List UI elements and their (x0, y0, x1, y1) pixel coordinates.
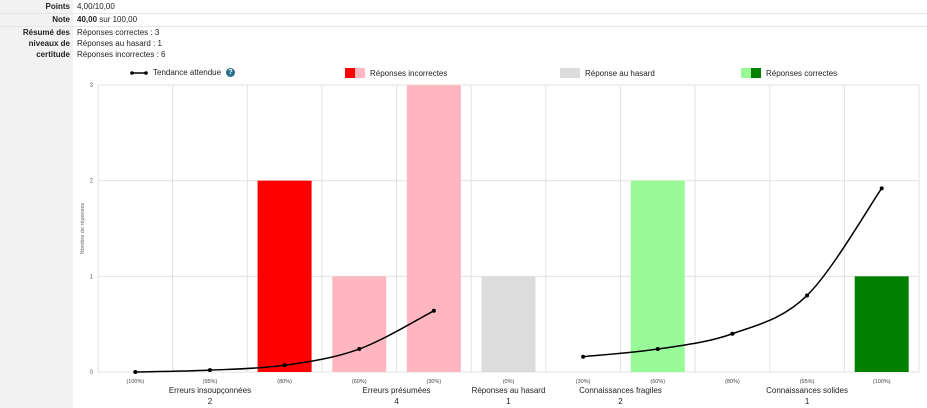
y-tick-label: 0 (90, 370, 94, 376)
legend-random[interactable]: Réponse au hasard (560, 68, 655, 78)
group-label: Réponses au hasard (472, 386, 546, 395)
resume-incorrect: Réponses incorrectes : 6 (77, 50, 166, 59)
group-label: Erreurs présumées (363, 386, 431, 395)
group-label: Connaissances fragiles (579, 386, 662, 395)
y-axis-label: Nombre de réponses (80, 203, 86, 255)
x-tick-label: (0%) (503, 379, 515, 385)
x-tick-label: (60%) (650, 379, 665, 385)
group-count: 4 (394, 397, 399, 406)
points-row: Points 4,00/10,00 (0, 0, 927, 14)
note-value: 40,00 sur 100,00 (77, 15, 137, 24)
legend-trend[interactable]: Tendance attendue ? (130, 68, 236, 77)
group-count: 1 (506, 397, 511, 406)
x-tick-label: (100%) (126, 379, 144, 385)
group-count: 1 (805, 397, 810, 406)
random-swatch-icon (560, 68, 580, 78)
legend-correct[interactable]: Réponses correctes (741, 68, 837, 78)
note-max: sur 100,00 (99, 15, 138, 24)
group-label: Connaissances solides (766, 386, 848, 395)
x-tick-label: (80%) (725, 379, 740, 385)
trend-line (583, 187, 883, 358)
x-tick-label: (95%) (203, 379, 218, 385)
trend-line-icon (130, 70, 148, 75)
points-label: Points (45, 2, 70, 11)
x-tick-label: (30%) (576, 379, 591, 385)
bar (854, 276, 909, 372)
y-tick-label: 2 (90, 179, 94, 185)
x-tick-label: (30%) (427, 379, 442, 385)
trend-point (282, 363, 287, 368)
help-icon[interactable]: ? (226, 68, 236, 77)
bar (630, 180, 685, 372)
legend-incorrect[interactable]: Réponses incorrectes (345, 68, 447, 78)
trend-point (655, 347, 660, 352)
resume-label-1: Résumé des (22, 28, 70, 37)
points-value: 4,00/10,00 (77, 2, 115, 11)
trend-point (805, 293, 810, 298)
legend-trend-label: Tendance attendue (153, 68, 222, 77)
resume-label-3: certitude (36, 50, 70, 59)
label-column (0, 0, 73, 408)
resume-row: Résumé des niveaux de certitude Réponses… (0, 26, 927, 60)
y-tick-label: 1 (90, 274, 94, 280)
x-tick-label: (80%) (277, 379, 292, 385)
bar (481, 276, 536, 372)
incorrect-swatch-icon (345, 68, 365, 78)
chart-legend: Tendance attendue ? Réponses incorrectes… (130, 68, 890, 82)
resume-label-2: niveaux de (28, 39, 70, 48)
x-tick-label: (60%) (352, 379, 367, 385)
trend-point (431, 308, 436, 313)
legend-incorrect-label: Réponses incorrectes (370, 68, 448, 78)
trend-point (879, 186, 884, 191)
legend-random-label: Réponse au hasard (585, 68, 655, 78)
resume-correct: Réponses correctes : 3 (77, 28, 160, 37)
group-count: 2 (618, 397, 623, 406)
x-tick-label: (100%) (873, 379, 891, 385)
trend-point (581, 354, 586, 359)
group-label: Erreurs insoupçonnées (169, 386, 251, 395)
bar (332, 276, 387, 372)
trend-point (357, 347, 362, 352)
resume-random: Réponses au hasard : 1 (77, 39, 162, 48)
trend-point (207, 368, 212, 373)
note-label: Note (52, 15, 70, 24)
group-count: 2 (208, 397, 213, 406)
note-row: Note 40,00 sur 100,00 (0, 13, 927, 27)
bar (257, 180, 312, 372)
trend-point (730, 331, 735, 336)
x-tick-label: (95%) (800, 379, 815, 385)
bar (406, 85, 461, 372)
note-score: 40,00 (77, 15, 98, 24)
correct-swatch-icon (741, 68, 761, 78)
legend-correct-label: Réponses correctes (766, 68, 838, 78)
y-tick-label: 3 (90, 83, 94, 89)
trend-point (133, 370, 138, 374)
